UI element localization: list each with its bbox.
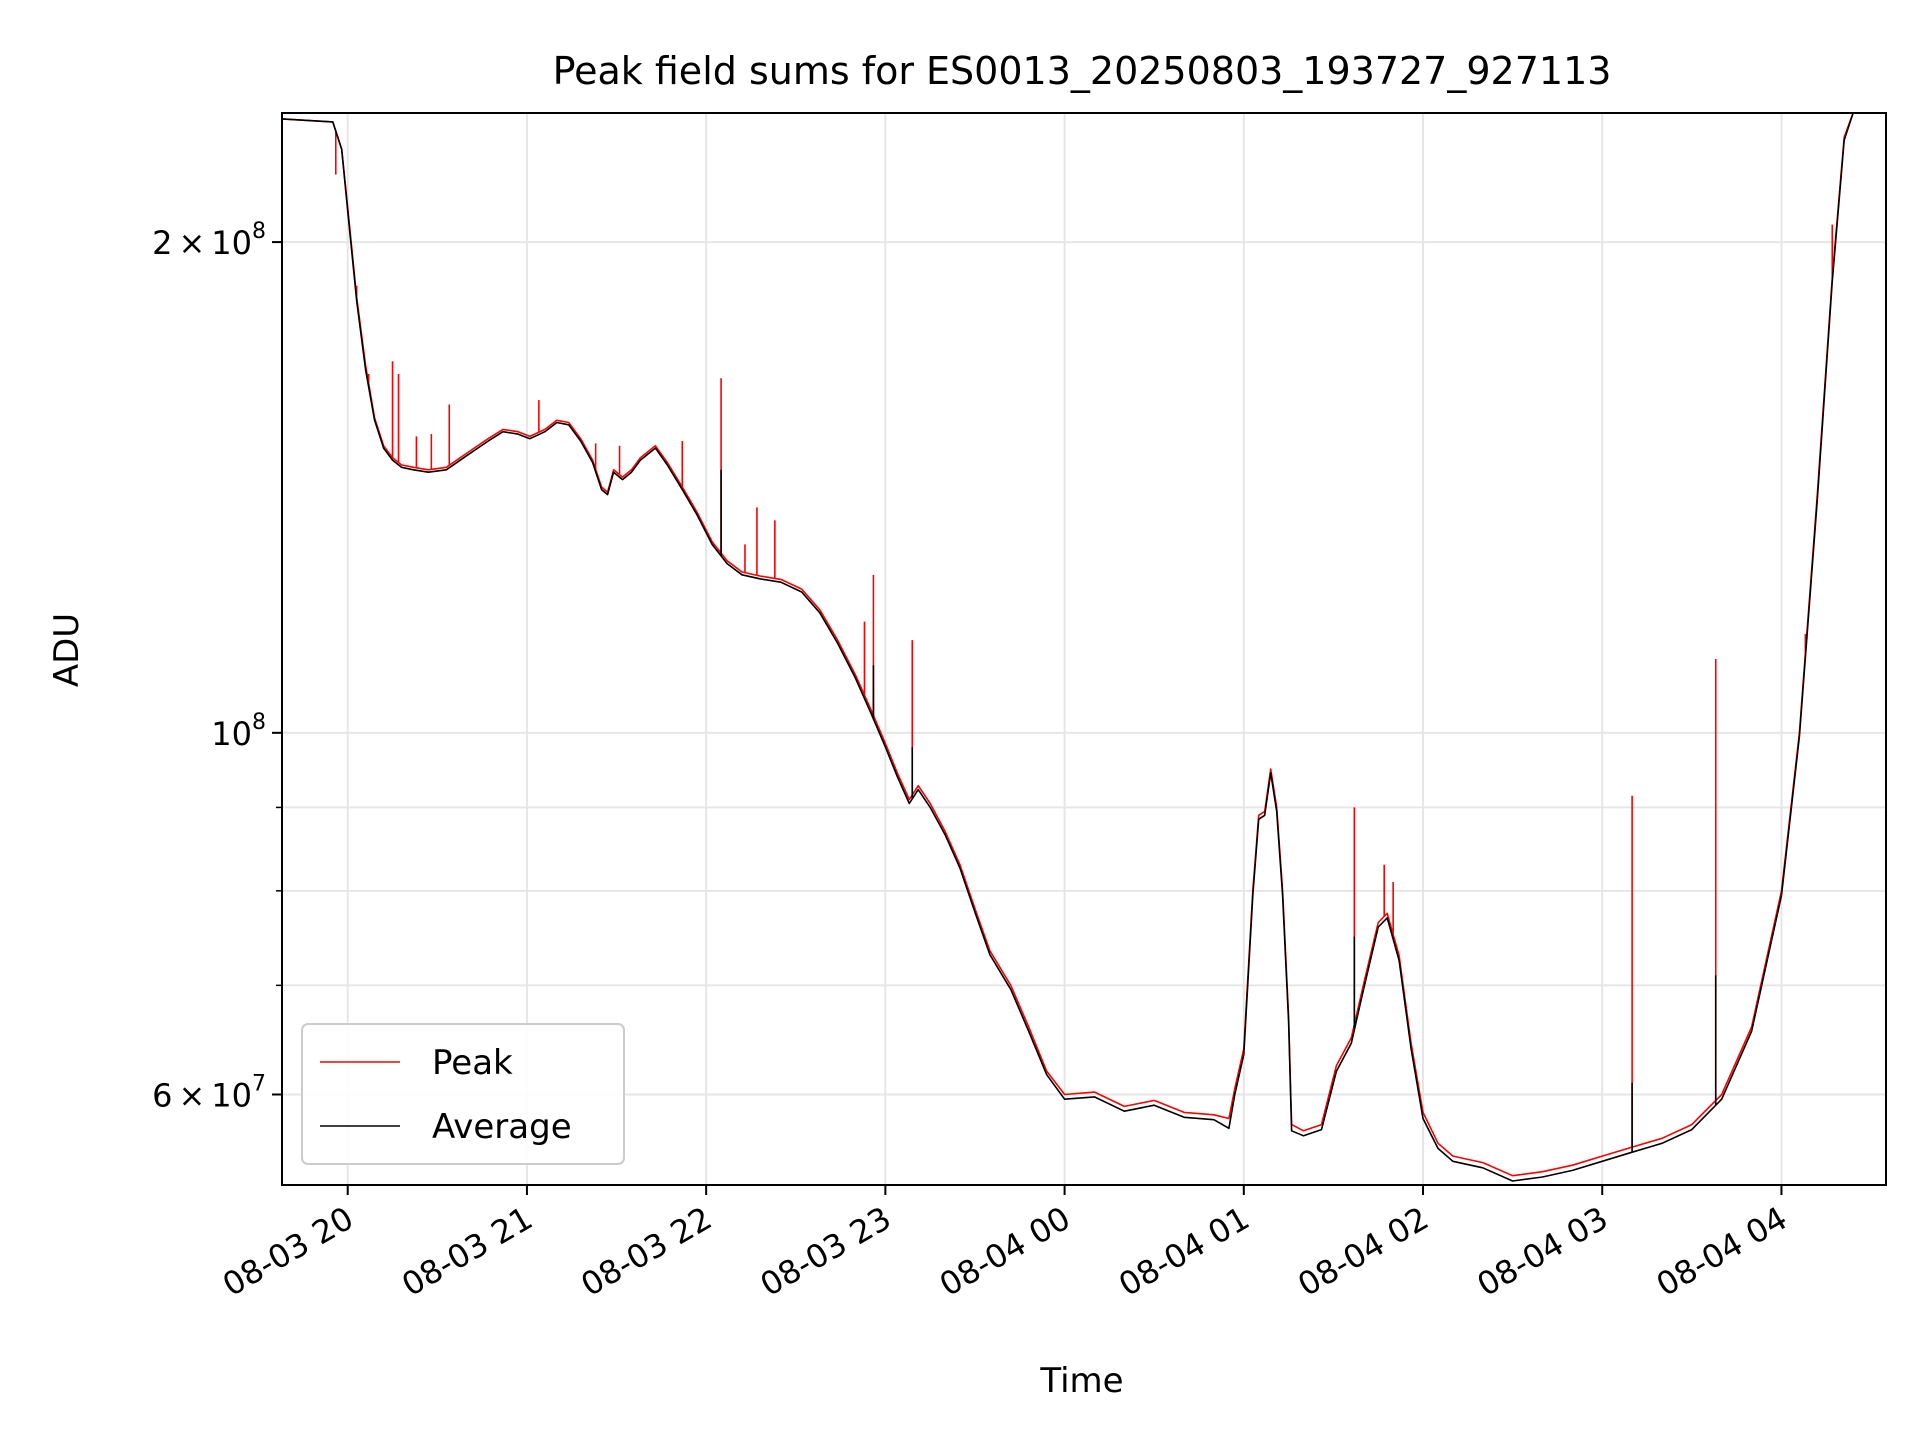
y-tick-times: × — [178, 1076, 205, 1114]
y-tick-base: 10 — [211, 715, 252, 753]
legend-label: Average — [432, 1107, 572, 1147]
legend: Peak Average — [301, 1023, 625, 1165]
y-axis-label: ADU — [47, 613, 87, 687]
y-tick-base: 10 — [211, 1076, 252, 1114]
legend-label: Peak — [432, 1043, 513, 1083]
y-tick-exponent: 7 — [252, 1071, 266, 1096]
y-tick-exponent: 8 — [252, 710, 266, 735]
y-tick-base: 10 — [211, 224, 252, 262]
y-tick-mantissa: 6 — [152, 1076, 172, 1114]
y-tick-label: 6 × 107 — [152, 1071, 266, 1114]
y-tick-label: 108 — [211, 710, 266, 753]
legend-box — [301, 1023, 625, 1165]
y-tick-label: 2 × 108 — [152, 219, 266, 262]
plot-frame — [281, 112, 1887, 1186]
y-tick-times: × — [178, 224, 205, 262]
plot-area — [282, 113, 1886, 1182]
y-tick-exponent: 8 — [252, 219, 266, 244]
y-tick-mantissa: 2 — [152, 224, 172, 262]
series-line-peak — [282, 113, 1886, 1177]
series-layer — [282, 113, 1886, 1182]
x-axis-label: Time — [1039, 1361, 1123, 1401]
chart-title: Peak field sums for ES0013_20250803_1937… — [553, 49, 1612, 93]
series-line-average — [282, 113, 1886, 1182]
grid — [282, 113, 1886, 1185]
